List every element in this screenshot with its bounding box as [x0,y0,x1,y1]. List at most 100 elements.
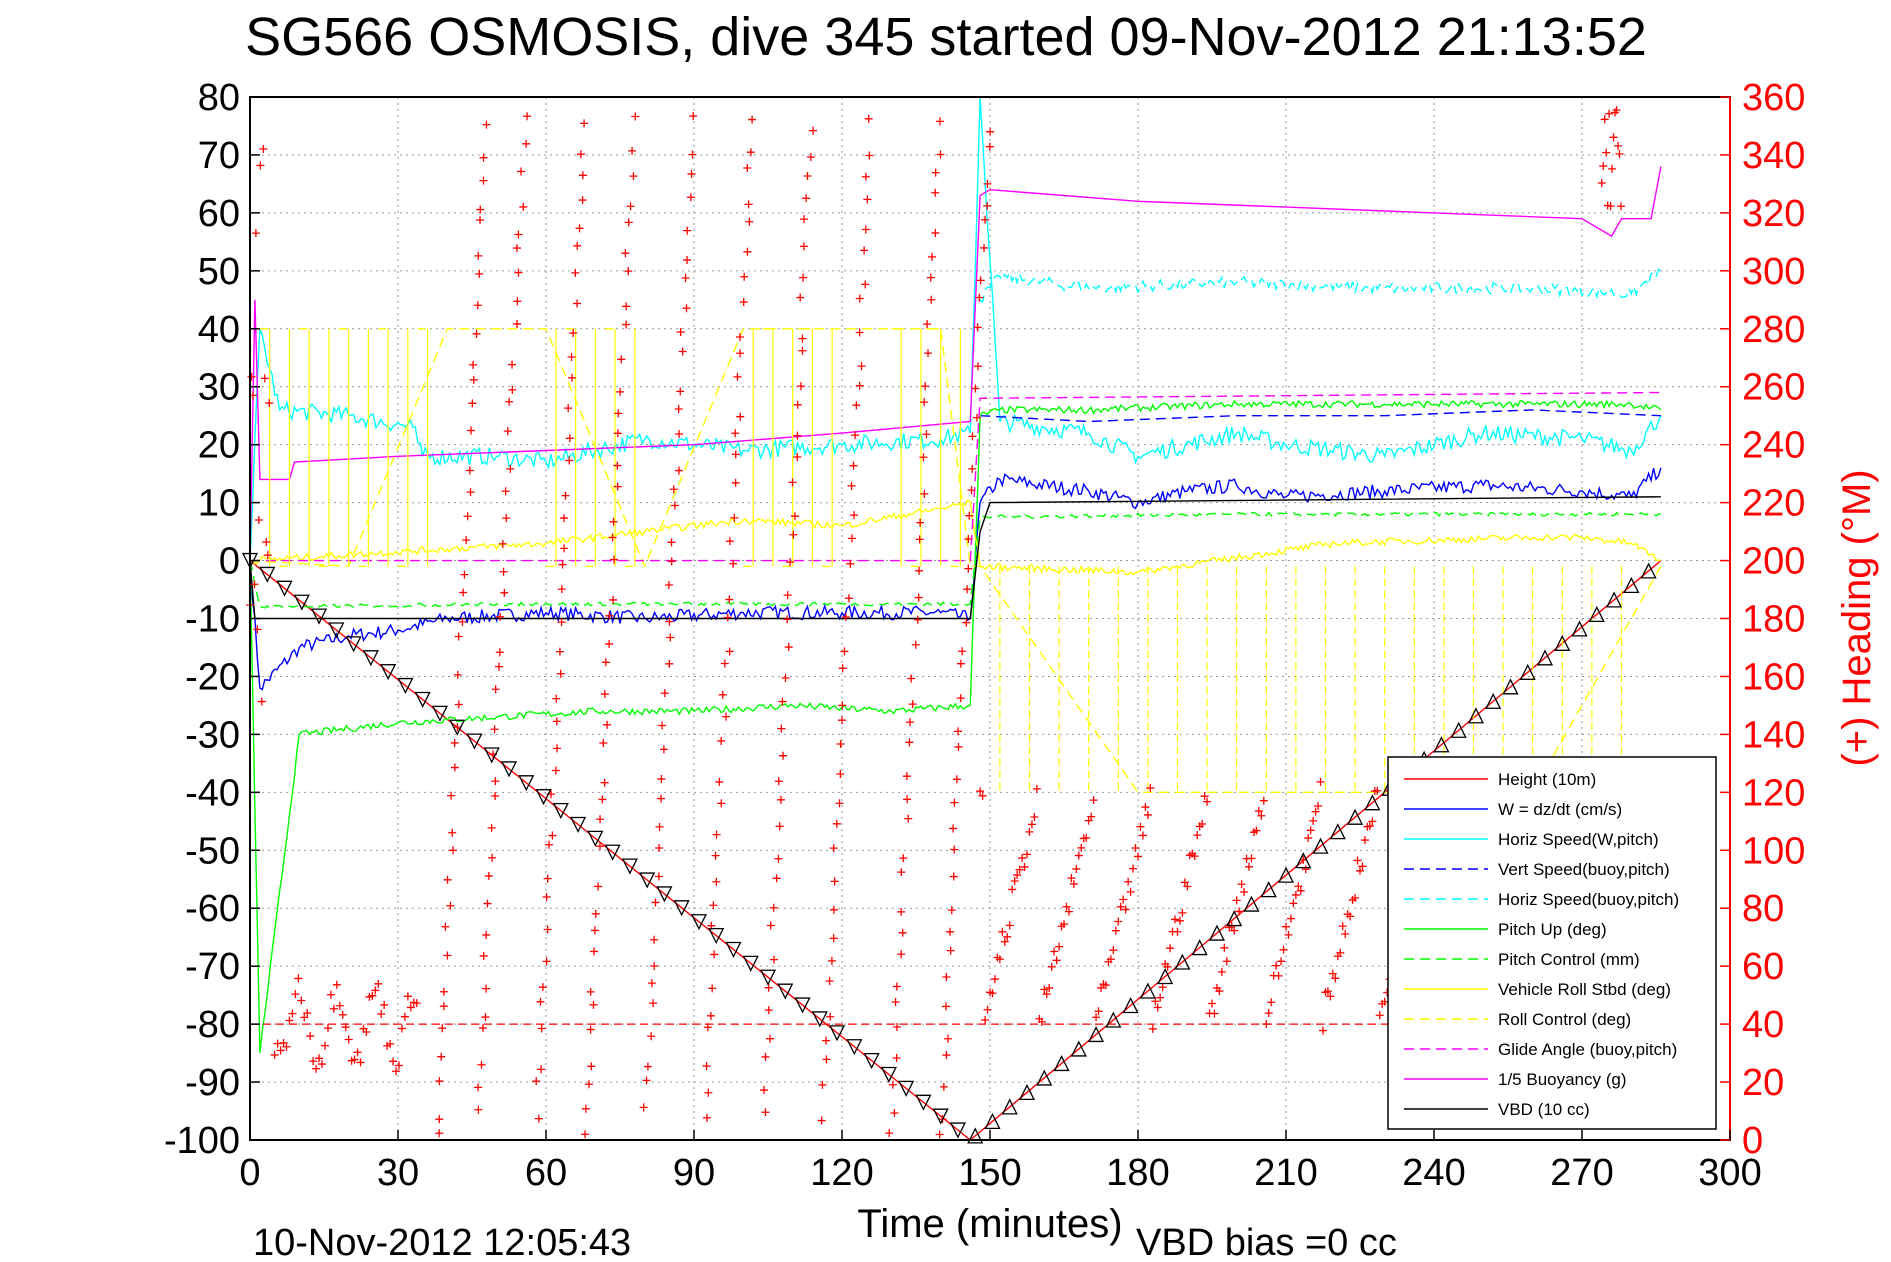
heading-marker [855,294,864,303]
heading-marker [855,381,864,390]
heading-marker [560,544,569,553]
heading-marker [439,987,448,996]
heading-marker [840,647,849,656]
heading-marker [676,387,685,396]
height-marker [1036,1069,1053,1086]
heading-marker [891,998,900,1007]
y2-tick-label: 280 [1742,309,1805,351]
heading-marker [1326,992,1335,1001]
heading-marker [523,112,532,121]
height-marker [1226,910,1243,927]
heading-marker [613,429,622,438]
heading-marker [371,986,380,995]
heading-marker [935,117,944,126]
heading-marker [825,977,834,986]
heading-marker [950,845,959,854]
heading-marker [1148,1024,1157,1033]
heading-marker [483,899,492,908]
heading-marker [956,659,965,668]
heading-marker [864,114,873,123]
heading-marker [1259,796,1268,805]
heading-marker [802,194,811,203]
heading-marker [406,1003,415,1012]
height-marker [759,969,777,986]
heading-marker [1600,115,1609,124]
height-marker [1122,997,1139,1014]
heading-marker [650,935,659,944]
y2-tick-label: 240 [1742,425,1805,467]
heading-marker [779,751,788,760]
heading-marker [1052,956,1061,965]
heading-marker [1116,902,1125,911]
heading-marker [905,718,914,727]
heading-marker [1062,902,1071,911]
heading-marker [505,397,514,406]
heading-marker [657,794,666,803]
heading-marker [708,984,717,993]
heading-marker [1353,856,1362,865]
y2-tick-label: 360 [1742,77,1805,119]
heading-marker [1612,106,1621,115]
heading-marker [603,720,612,729]
heading-marker [1064,907,1073,916]
heading-marker [557,618,566,627]
heading-marker [892,982,901,991]
heading-marker [730,513,739,522]
heading-marker [400,1012,409,1021]
heading-marker [628,146,637,155]
heading-marker [499,567,508,576]
heading-marker [1368,817,1377,826]
heading-marker [616,387,625,396]
heading-marker [702,1062,711,1071]
heading-marker [766,921,775,930]
heading-marker [911,640,920,649]
heading-marker [711,851,720,860]
heading-marker [1055,942,1064,951]
heading-marker [514,268,523,277]
heading-marker [745,217,754,226]
heading-marker [927,252,936,261]
y-tick-label: 50 [198,251,240,293]
heading-marker [841,612,850,621]
heading-marker [927,295,936,304]
heading-marker [552,717,561,726]
heading-marker [332,980,341,989]
heading-marker [963,585,972,594]
legend-label: Horiz Speed(W,pitch) [1498,830,1659,849]
heading-marker [256,161,265,170]
y-tick-label: 70 [198,135,240,177]
heading-marker [291,990,300,999]
height-marker [397,677,414,695]
heading-marker [1138,831,1147,840]
heading-marker [844,594,853,603]
height-marker [1191,939,1208,956]
heading-marker [897,868,906,877]
heading-marker [450,738,459,747]
heading-marker [368,991,377,1000]
heading-marker [836,739,845,748]
heading-marker [1175,916,1184,925]
height-marker [431,705,448,722]
y2-axis-label: (+) Heading (°M) [1835,469,1879,766]
heading-marker [720,659,729,668]
heading-marker [285,1016,294,1025]
heading-marker [924,349,933,358]
legend-label: 1/5 Buoyancy (g) [1498,1070,1627,1089]
heading-marker [1230,926,1239,935]
heading-marker [478,1024,487,1033]
heading-marker [1153,1003,1162,1012]
heading-marker [443,875,452,884]
heading-marker [647,1032,656,1041]
heading-marker [1338,922,1347,931]
height-marker [1088,1026,1105,1043]
heading-marker [438,1024,447,1033]
heading-marker [954,742,963,751]
heading-marker [781,673,790,682]
heading-marker [799,273,808,282]
height-marker [1070,1040,1087,1057]
heading-marker [318,1060,327,1069]
heading-marker [484,871,493,880]
heading-marker [1373,786,1382,795]
heading-marker [986,127,995,136]
